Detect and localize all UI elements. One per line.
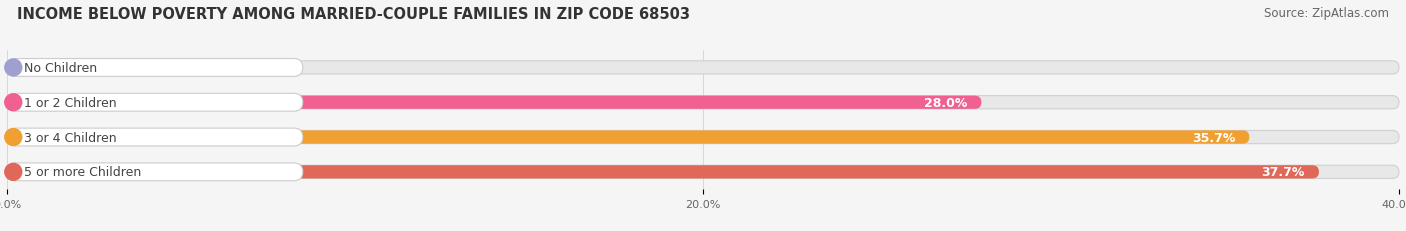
FancyBboxPatch shape — [7, 61, 1399, 75]
Circle shape — [4, 94, 21, 111]
Text: 5 or more Children: 5 or more Children — [24, 166, 141, 179]
Text: INCOME BELOW POVERTY AMONG MARRIED-COUPLE FAMILIES IN ZIP CODE 68503: INCOME BELOW POVERTY AMONG MARRIED-COUPL… — [17, 7, 690, 22]
FancyBboxPatch shape — [7, 163, 302, 181]
FancyBboxPatch shape — [7, 94, 302, 112]
Text: 37.7%: 37.7% — [1261, 166, 1305, 179]
FancyBboxPatch shape — [7, 96, 1399, 109]
Text: 35.7%: 35.7% — [1192, 131, 1236, 144]
Text: No Children: No Children — [24, 62, 97, 75]
FancyBboxPatch shape — [7, 131, 1250, 144]
Text: 1.4%: 1.4% — [70, 62, 104, 75]
Circle shape — [4, 60, 21, 77]
FancyBboxPatch shape — [7, 59, 302, 77]
FancyBboxPatch shape — [7, 96, 981, 109]
FancyBboxPatch shape — [7, 131, 1399, 144]
Text: Source: ZipAtlas.com: Source: ZipAtlas.com — [1264, 7, 1389, 20]
FancyBboxPatch shape — [7, 165, 1319, 179]
FancyBboxPatch shape — [7, 165, 1399, 179]
Text: 3 or 4 Children: 3 or 4 Children — [24, 131, 117, 144]
Text: 1 or 2 Children: 1 or 2 Children — [24, 96, 117, 109]
Text: 28.0%: 28.0% — [924, 96, 967, 109]
Circle shape — [4, 164, 21, 181]
FancyBboxPatch shape — [7, 129, 302, 146]
Circle shape — [4, 129, 21, 146]
FancyBboxPatch shape — [7, 61, 56, 75]
